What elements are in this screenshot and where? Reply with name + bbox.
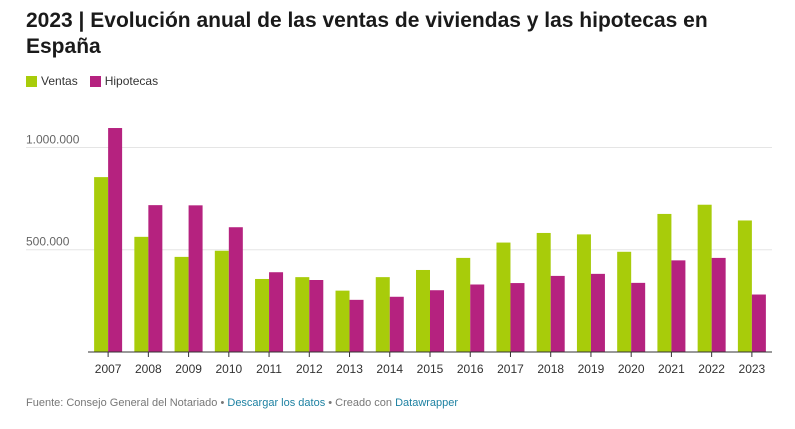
bar-ventas-2016 xyxy=(456,257,471,352)
bar-hipotecas-2008 xyxy=(148,205,163,352)
x-tick-label: 2012 xyxy=(296,362,323,376)
bar-ventas-2009 xyxy=(174,256,189,352)
legend: Ventas Hipotecas xyxy=(26,74,170,88)
x-tick-label: 2019 xyxy=(578,362,605,376)
x-tick-label: 2007 xyxy=(95,362,122,376)
datawrapper-link[interactable]: Datawrapper xyxy=(395,397,459,409)
x-tick-label: 2020 xyxy=(618,362,645,376)
x-tick-label: 2021 xyxy=(658,362,685,376)
bar-ventas-2010 xyxy=(214,250,229,352)
bar-ventas-2011 xyxy=(255,278,270,352)
gridlines: 500.000 1.000.000 xyxy=(26,132,772,251)
y-tick-label: 500.000 xyxy=(26,235,70,249)
bar-ventas-2022 xyxy=(697,204,712,352)
x-tick-label: 2009 xyxy=(175,362,202,376)
bar-hipotecas-2013 xyxy=(349,299,364,352)
legend-swatch-ventas xyxy=(26,75,37,87)
bar-hipotecas-2017 xyxy=(510,283,525,352)
legend-label-hipotecas: Hipotecas xyxy=(104,74,159,88)
bar-hipotecas-2016 xyxy=(470,284,485,352)
download-data-link[interactable]: Descargar los datos xyxy=(227,397,326,409)
x-tick-label: 2013 xyxy=(336,362,363,376)
x-axis-labels: 2007 2008 2009 2010 2011 2012 2013 2014 2015 2016… xyxy=(95,352,766,376)
x-tick-label: 2018 xyxy=(537,362,564,376)
x-tick-label: 2011 xyxy=(256,362,282,376)
bar-ventas-2014 xyxy=(375,277,390,352)
bar-ventas-2023 xyxy=(737,220,752,352)
legend-item-ventas: Ventas xyxy=(26,74,78,88)
footer-created-with: • Creado con xyxy=(325,397,396,409)
bar-hipotecas-2022 xyxy=(711,257,726,352)
bar-hipotecas-2007 xyxy=(108,128,123,352)
bar-hipotecas-2011 xyxy=(269,272,284,352)
x-tick-label: 2022 xyxy=(698,362,725,376)
bar-ventas-2007 xyxy=(94,177,109,352)
footer-separator: • xyxy=(217,397,228,409)
bars xyxy=(94,128,766,352)
legend-swatch-hipotecas xyxy=(89,75,101,87)
x-tick-label: 2014 xyxy=(376,362,403,376)
bar-hipotecas-2020 xyxy=(631,282,646,352)
footer-source: Fuente: Consejo General del Notariado xyxy=(26,397,218,409)
legend-item-hipotecas: Hipotecas xyxy=(89,74,159,88)
bar-hipotecas-2014 xyxy=(389,296,404,352)
chart-title: 2023 | Evolución anual de las ventas de … xyxy=(26,9,708,58)
bar-ventas-2015 xyxy=(416,269,430,352)
bar-ventas-2017 xyxy=(496,242,511,352)
bar-hipotecas-2018 xyxy=(550,275,565,352)
bar-ventas-2012 xyxy=(295,277,310,352)
bar-ventas-2018 xyxy=(536,232,551,352)
legend-label-ventas: Ventas xyxy=(41,74,78,88)
y-tick-label: 1.000.000 xyxy=(26,132,80,146)
x-tick-label: 2016 xyxy=(457,362,484,376)
x-tick-label: 2010 xyxy=(215,362,242,376)
x-tick-label: 2015 xyxy=(417,362,444,376)
x-tick-label: 2023 xyxy=(739,362,766,376)
bar-ventas-2013 xyxy=(335,290,350,352)
bar-hipotecas-2009 xyxy=(188,205,203,352)
footer: Fuente: Consejo General del Notariado • … xyxy=(26,397,458,409)
bar-hipotecas-2023 xyxy=(751,294,766,352)
bar-hipotecas-2010 xyxy=(228,227,243,352)
x-tick-label: 2017 xyxy=(497,362,524,376)
bar-hipotecas-2012 xyxy=(309,280,324,352)
bar-hipotecas-2019 xyxy=(590,273,605,352)
bar-ventas-2021 xyxy=(657,213,672,352)
bar-hipotecas-2021 xyxy=(671,260,686,352)
bar-ventas-2008 xyxy=(134,236,149,352)
bar-ventas-2019 xyxy=(576,234,591,352)
x-tick-label: 2008 xyxy=(135,362,162,376)
bar-ventas-2020 xyxy=(617,251,632,352)
bar-hipotecas-2015 xyxy=(430,290,444,352)
